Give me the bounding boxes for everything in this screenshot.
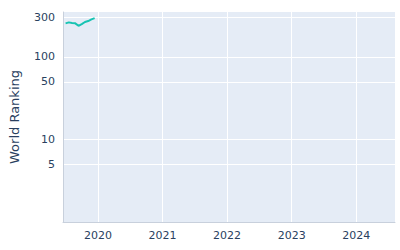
svg-text:2022: 2022 (213, 229, 241, 242)
svg-text:2021: 2021 (148, 229, 176, 242)
svg-text:50: 50 (41, 75, 55, 88)
svg-text:100: 100 (34, 50, 55, 63)
svg-text:5: 5 (48, 158, 55, 171)
svg-text:10: 10 (41, 133, 55, 146)
svg-text:300: 300 (34, 11, 55, 24)
svg-text:2020: 2020 (84, 229, 112, 242)
svg-text:2023: 2023 (278, 229, 306, 242)
svg-text:World Ranking: World Ranking (7, 70, 22, 164)
svg-text:2024: 2024 (342, 229, 370, 242)
